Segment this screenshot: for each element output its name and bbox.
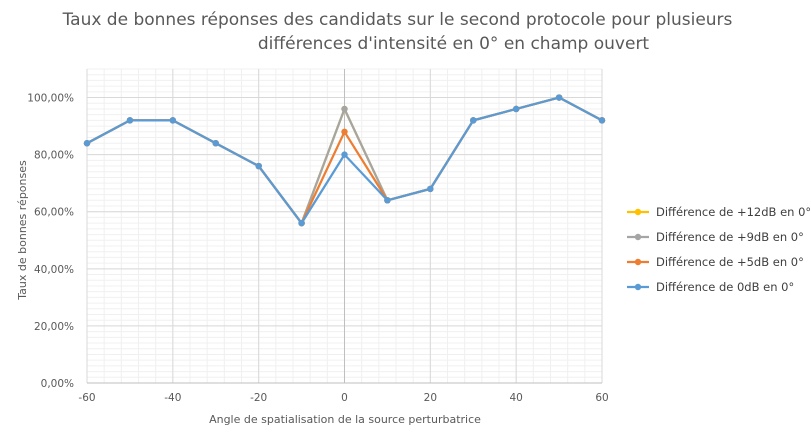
y-tick-label: 80,00% (34, 150, 74, 162)
x-tick-label: 20 (424, 392, 437, 404)
data-point (512, 105, 520, 113)
legend-label: Différence de +5dB en 0° (656, 255, 804, 269)
x-tick-label: 60 (595, 392, 608, 404)
y-tick-label: 40,00% (34, 264, 74, 276)
legend-swatch-marker (634, 258, 642, 266)
data-point (341, 128, 348, 135)
legend-label: Différence de 0dB en 0° (656, 280, 794, 294)
data-point (341, 151, 348, 158)
data-point (555, 94, 563, 101)
legend-swatch-marker (634, 283, 642, 291)
x-axis-title: Angle de spatialisation de la source per… (209, 413, 481, 426)
data-point (341, 105, 348, 113)
chart-title-line-1: Taux de bonnes réponses des candidats su… (62, 10, 733, 30)
data-point (212, 140, 219, 147)
legend-swatch-marker (634, 233, 642, 241)
legend-item: Différence de 0dB en 0° (627, 280, 794, 294)
legend-item: Différence de +9dB en 0° (627, 230, 804, 244)
data-point (83, 140, 91, 147)
legend-swatch-marker (634, 208, 642, 216)
data-point (126, 117, 134, 124)
y-tick-label: 60,00% (34, 207, 74, 219)
x-tick-labels: -60 -40 -20 0 20 40 60 (78, 392, 608, 404)
x-tick-label: -40 (164, 392, 181, 404)
y-tick-label: 20,00% (34, 321, 74, 333)
data-point (384, 197, 391, 204)
y-axis-title: Taux de bonnes réponses (16, 160, 29, 301)
data-point (169, 117, 177, 124)
x-tick-label: 40 (509, 392, 522, 404)
x-tick-label: 0 (341, 392, 348, 404)
legend-label: Différence de +12dB en 0° (656, 205, 811, 219)
y-tick-label: 0,00% (41, 378, 74, 390)
legend-item: Différence de +5dB en 0° (627, 255, 804, 269)
y-tick-labels: 0,00% 20,00% 40,00% 60,00% 80,00% 100,00% (27, 93, 74, 390)
chart-title-line-2: différences d'intensité en 0° en champ o… (257, 34, 650, 54)
y-tick-label: 100,00% (27, 93, 74, 105)
data-point (598, 117, 606, 124)
series (83, 94, 606, 227)
legend-item: Différence de +12dB en 0° (627, 205, 811, 219)
legend: Différence de +12dB en 0° Différence de +… (627, 205, 811, 294)
series-layer (83, 94, 606, 227)
data-point (427, 185, 434, 193)
data-point (470, 117, 477, 124)
data-point (298, 219, 305, 227)
data-point (255, 162, 262, 170)
axes (87, 69, 602, 384)
x-tick-label: -60 (78, 392, 95, 404)
legend-label: Différence de +9dB en 0° (656, 230, 804, 244)
x-tick-label: -20 (250, 392, 267, 404)
